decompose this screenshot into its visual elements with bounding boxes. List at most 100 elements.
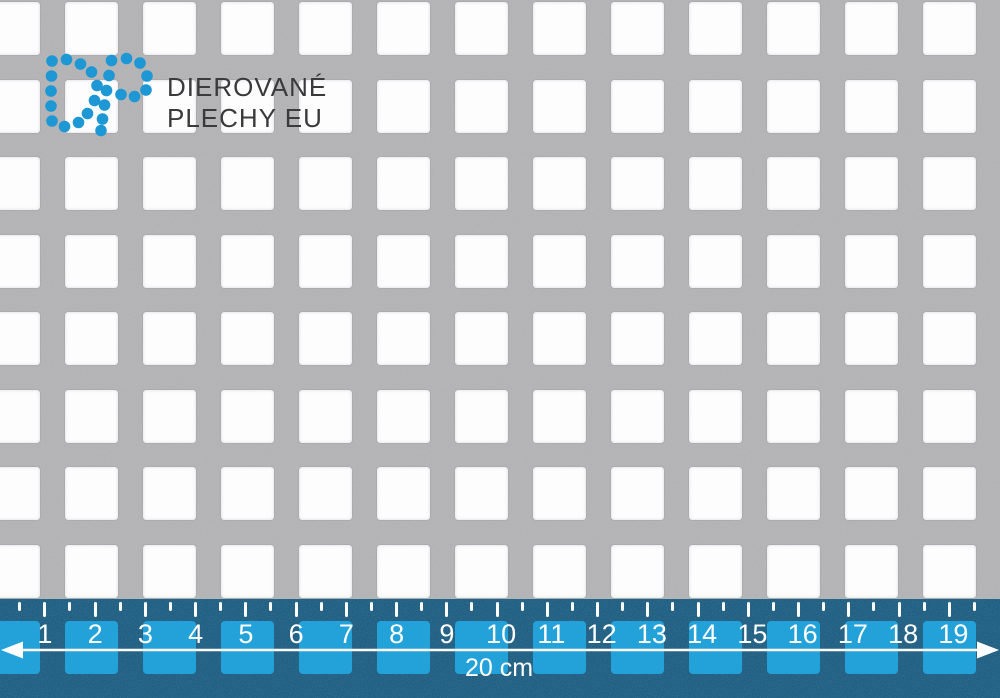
hole: [299, 544, 352, 598]
hole: [689, 157, 742, 210]
hole: [65, 234, 118, 288]
hole: [611, 389, 664, 443]
hole: [143, 467, 196, 520]
hole: [299, 389, 352, 443]
hole: [845, 312, 898, 365]
hole: [143, 312, 196, 365]
hole: [65, 157, 118, 210]
hole: [377, 389, 430, 443]
ruler-hole-square: [377, 621, 430, 674]
hole: [923, 157, 976, 210]
brand-wordmark: DIEROVANÉ PLECHY EU: [167, 72, 327, 134]
ruler-tick-half-cm: [369, 602, 373, 611]
ruler-number: 14: [687, 619, 718, 649]
hole: [767, 2, 820, 55]
ruler-hole-square: [689, 621, 742, 674]
hole: [455, 389, 508, 443]
hole: [221, 157, 274, 210]
ruler-number: 12: [586, 619, 617, 649]
hole: [845, 389, 898, 443]
hole: [689, 312, 742, 365]
ruler-number: 19: [938, 619, 969, 649]
hole: [299, 79, 352, 133]
ruler-tick-cm: [696, 602, 700, 617]
hole: [221, 389, 274, 443]
ruler-hole-square: [533, 621, 586, 674]
ruler-number: 1: [37, 619, 53, 649]
ruler-tick-cm: [194, 602, 198, 617]
ruler-number: 6: [288, 619, 304, 649]
ruler-number: 2: [87, 619, 103, 649]
hole: [0, 312, 40, 365]
hole: [221, 312, 274, 365]
ruler-tick-cm: [294, 602, 298, 617]
ruler-hole-square: [143, 621, 196, 674]
ruler-number: 4: [188, 619, 204, 649]
hole: [611, 544, 664, 598]
ruler-hole-square: [845, 621, 898, 674]
hole: [221, 467, 274, 520]
hole: [689, 234, 742, 288]
hole: [533, 467, 586, 520]
ruler-tick-half-cm: [269, 602, 273, 611]
hole: [923, 544, 976, 598]
hole: [143, 157, 196, 210]
hole: [845, 79, 898, 133]
ruler-tick-cm: [445, 602, 449, 617]
ruler-tick-half-cm: [872, 602, 876, 611]
hole: [923, 467, 976, 520]
hole: [611, 2, 664, 55]
ruler-number: 9: [439, 619, 455, 649]
ruler-tick-half-cm: [621, 602, 625, 611]
hole: [221, 79, 274, 133]
ruler-number: 15: [737, 619, 768, 649]
hole: [845, 157, 898, 210]
hole: [0, 79, 40, 133]
hole: [923, 234, 976, 288]
hole: [845, 234, 898, 288]
measurement-ruler: 1 2 3 4 5 6 7 8 9 10 11 12 13 14 15 16 17 18 19 20 cm: [0, 599, 1000, 698]
hole: [299, 467, 352, 520]
ruler-number: 3: [137, 619, 153, 649]
ruler-number: 8: [389, 619, 405, 649]
ruler-tick-cm: [244, 602, 248, 617]
hole: [611, 157, 664, 210]
hole: [65, 544, 118, 598]
ruler-tick-cm: [495, 602, 499, 617]
ruler-hole-square: [767, 621, 820, 674]
hole: [65, 467, 118, 520]
ruler-hole-square: [455, 621, 508, 674]
hole: [65, 389, 118, 443]
hole: [611, 234, 664, 288]
ruler-tick-cm: [646, 602, 650, 617]
ruler-tick-half-cm: [520, 602, 524, 611]
ruler-tick-half-cm: [18, 602, 22, 611]
hole: [767, 79, 820, 133]
dp-dotted-logo-icon: [45, 52, 153, 137]
hole: [143, 544, 196, 598]
hole: [455, 157, 508, 210]
ruler-tick-cm: [545, 602, 549, 617]
hole: [767, 234, 820, 288]
hole: [65, 312, 118, 365]
hole: [923, 79, 976, 133]
hole: [455, 467, 508, 520]
hole: [143, 79, 196, 133]
hole: [767, 312, 820, 365]
hole: [0, 389, 40, 443]
hole: [0, 2, 40, 55]
brand-line1: DIEROVANÉ: [167, 72, 328, 102]
hole: [689, 389, 742, 443]
hole: [377, 2, 430, 55]
dimension-arrow: [1, 641, 999, 659]
ruler-tick-cm: [596, 602, 600, 617]
ruler-tick-cm: [43, 602, 47, 617]
ruler-tick-half-cm: [771, 602, 775, 611]
hole: [689, 544, 742, 598]
ruler-tick-half-cm: [319, 602, 323, 611]
hole: [0, 544, 40, 598]
hole: [611, 467, 664, 520]
ruler-tick-cm: [93, 602, 97, 617]
ruler-tick-half-cm: [972, 602, 976, 611]
hole: [455, 312, 508, 365]
